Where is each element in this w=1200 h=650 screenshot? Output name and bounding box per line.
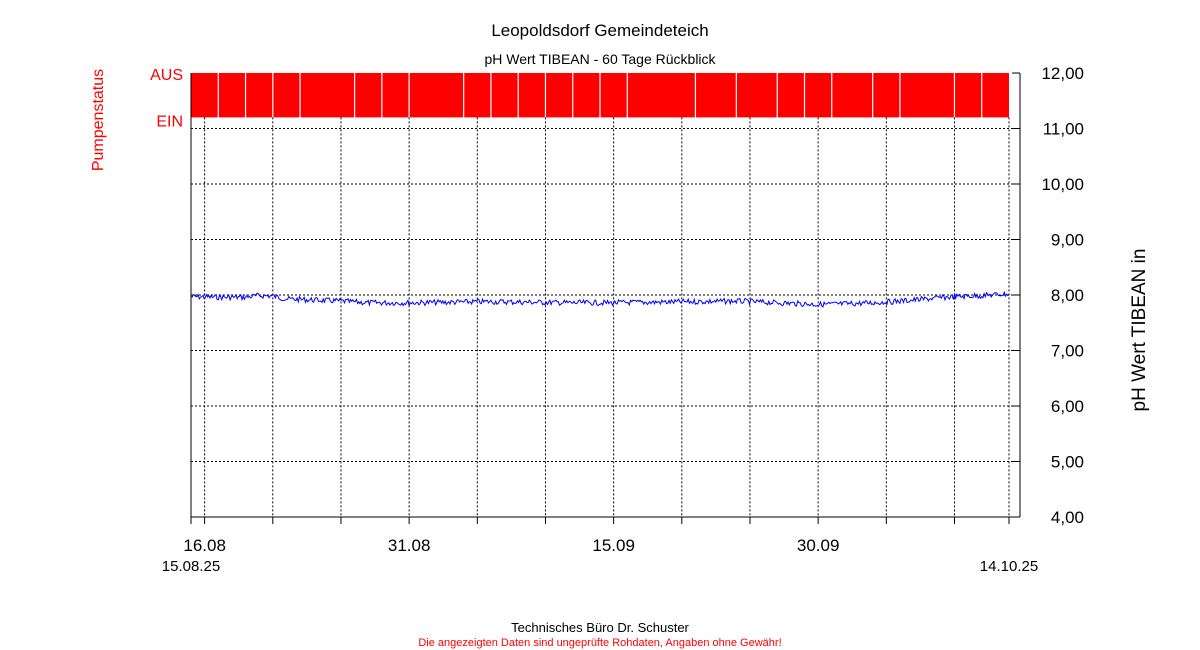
- y-tick-label: 5,00: [1051, 453, 1084, 472]
- pump-status-axis-label: Pumpenstatus: [90, 69, 107, 171]
- x-start-label: 15.08.25: [162, 558, 220, 575]
- y-tick-label: 8,00: [1051, 286, 1084, 305]
- series-line-ph: [190, 290, 1010, 308]
- y-tick-label: 6,00: [1051, 397, 1084, 416]
- x-end-label: 14.10.25: [980, 558, 1038, 575]
- footer-disclaimer: Die angezeigten Daten sind ungeprüfte Ro…: [418, 637, 781, 649]
- pump-label-aus: AUS: [150, 67, 183, 84]
- x-tick-label: 15.09: [592, 536, 635, 555]
- y-axis-label: pH Wert TIBEAN in: [1129, 249, 1150, 412]
- y-tick-label: 12,00: [1041, 64, 1084, 83]
- chart-subtitle: pH Wert TIBEAN - 60 Tage Rückblick: [484, 51, 716, 67]
- y-tick-label: 4,00: [1051, 508, 1084, 527]
- x-tick-label: 16.08: [183, 536, 226, 555]
- y-tick-label: 11,00: [1043, 120, 1084, 139]
- x-tick-label: 30.09: [797, 536, 840, 555]
- series-layer: [190, 290, 1010, 308]
- x-axis: 16.08 31.08 15.09 30.09: [183, 517, 1010, 555]
- x-tick-label: 31.08: [388, 536, 431, 555]
- pump-status-band: AUS EIN: [150, 67, 1009, 130]
- pump-label-ein: EIN: [156, 113, 183, 130]
- y-axis: 4,00 5,00 6,00 7,00 8,00 9,00 10,00 11,00 12,00: [1012, 64, 1084, 527]
- y-tick-label: 9,00: [1051, 231, 1084, 250]
- chart-title: Leopoldsdorf Gemeindeteich: [491, 21, 708, 40]
- y-tick-label: 7,00: [1051, 342, 1084, 361]
- y-tick-label: 10,00: [1041, 175, 1084, 194]
- grid: [191, 117, 1020, 517]
- footer-company: Technisches Büro Dr. Schuster: [511, 620, 689, 635]
